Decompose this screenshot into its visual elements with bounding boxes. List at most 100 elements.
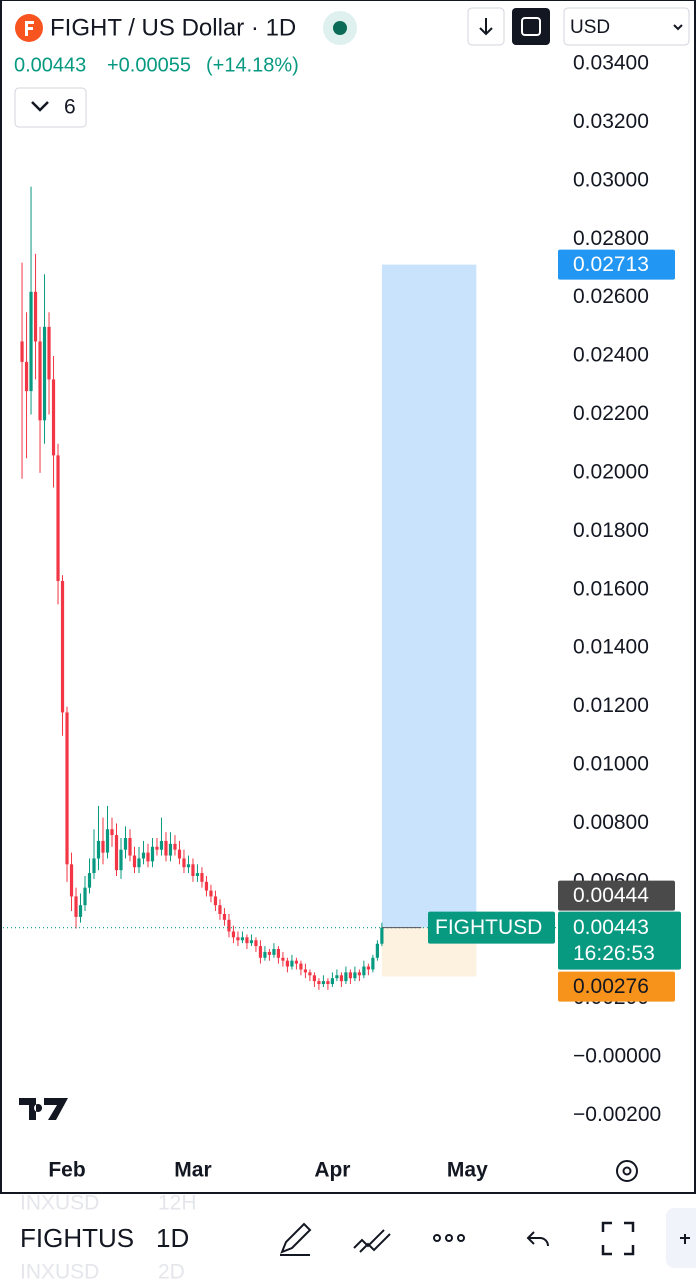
candle-body [272,949,276,955]
candle-body [159,840,164,850]
candle-body [227,919,231,932]
candle-body [132,855,137,868]
y-tick-label: −0.00000 [573,1045,661,1068]
y-tick-label: 0.02200 [573,402,649,425]
candle-body [348,972,352,979]
y-tick-label: 0.01200 [573,694,649,717]
y-tick-label: 0.03400 [573,52,649,75]
candle-body [182,858,186,868]
candle-body [231,931,236,938]
candle-body [326,981,330,985]
candle-body [371,957,375,970]
candle-body [191,864,195,876]
y-tick-label: 0.02600 [573,285,649,308]
x-tick-label: Mar [174,1159,211,1182]
settings-icon-core [622,1166,632,1176]
x-tick-label: May [447,1159,488,1182]
last-badge [558,911,681,970]
candle-body [200,873,204,882]
candle-body [47,326,51,380]
candle-body [146,852,150,862]
candle-body [20,341,24,362]
market-status-dot [333,21,347,35]
candle-body [69,864,74,897]
countdown-label: 16:26:53 [573,942,655,965]
y-tick-label: −0.00200 [573,1103,661,1126]
interval-option[interactable]: 2D [158,1261,185,1280]
select-chevron [673,24,683,31]
symbol-badge-label: FIGHTUSD [435,916,542,939]
candle-body [92,858,96,874]
candle-body [128,838,132,856]
candle-body [24,361,29,392]
y-tick-label: 0.02000 [573,460,649,483]
y-tick-label: 0.01400 [573,636,649,659]
down-arrow-icon [479,18,493,36]
currency-select[interactable] [563,7,690,46]
symbol-title[interactable]: FIGHT / US Dollar · 1D [50,14,296,41]
logo-glyph [25,21,34,36]
candle-body [375,943,379,958]
target-badge [558,249,675,280]
candle-body [321,981,326,985]
candle-body [209,890,213,897]
candle-body [141,852,146,859]
target-zone [381,264,477,928]
candle-body [308,972,312,976]
candle-body [222,913,227,920]
trend-tool[interactable] [353,1229,391,1253]
candle-body [204,881,209,891]
price-change: +0.00055 [107,54,191,76]
indicators-toggle[interactable] [14,87,87,128]
candle-body [96,840,101,859]
candle-body [164,840,168,856]
y-tick-label: 0.02400 [573,344,649,367]
candle-body [344,972,348,982]
fullscreen-button[interactable] [512,8,550,45]
candle-body [267,951,272,955]
candle-body [254,940,258,947]
interval-selected[interactable]: 1D [156,1223,189,1253]
candle-body [218,905,222,914]
y-tick-label: 0.03200 [573,110,649,133]
symbol-option[interactable]: INXUSD [20,1261,99,1280]
settings-icon[interactable] [616,1160,638,1182]
chart-frame [0,0,696,1194]
candle-body [366,966,370,970]
fullscreen-tool[interactable] [601,1221,635,1256]
candle-body [290,960,294,967]
candle-body [65,712,69,865]
candle-body [281,957,285,961]
candle-body [330,978,335,985]
candle-body [33,291,38,342]
symbol-option[interactable]: INXUSD [20,1192,99,1215]
y-tick-label: 0.00800 [573,811,649,834]
ask-badge-label: 0.00444 [573,884,649,907]
currency-label: USD [570,17,610,38]
candle-body [245,937,249,944]
last-price: 0.00443 [14,54,86,76]
interval-option[interactable]: 12H [158,1192,197,1215]
candle-body [150,846,155,862]
candle-body [173,843,177,850]
stop-badge-label: 0.00276 [573,975,649,998]
tv-logo [19,1098,68,1120]
candle-body [110,829,114,836]
symbol-badge [428,911,555,944]
undo-button[interactable] [526,1231,549,1247]
candle-body [177,849,182,859]
price-change-percent: (+14.18%) [206,54,299,76]
candle-body [299,963,303,970]
candle-body [60,580,65,713]
candle-body [294,960,299,964]
fullscreen-icon [521,17,541,36]
candle-body [155,846,159,850]
more-button[interactable] [433,1234,465,1242]
symbol-selected[interactable]: FIGHTUS [20,1223,134,1253]
candle-body [249,940,254,944]
candle-body [335,975,339,979]
candle-body [317,981,321,985]
draw-tool[interactable] [280,1222,312,1256]
